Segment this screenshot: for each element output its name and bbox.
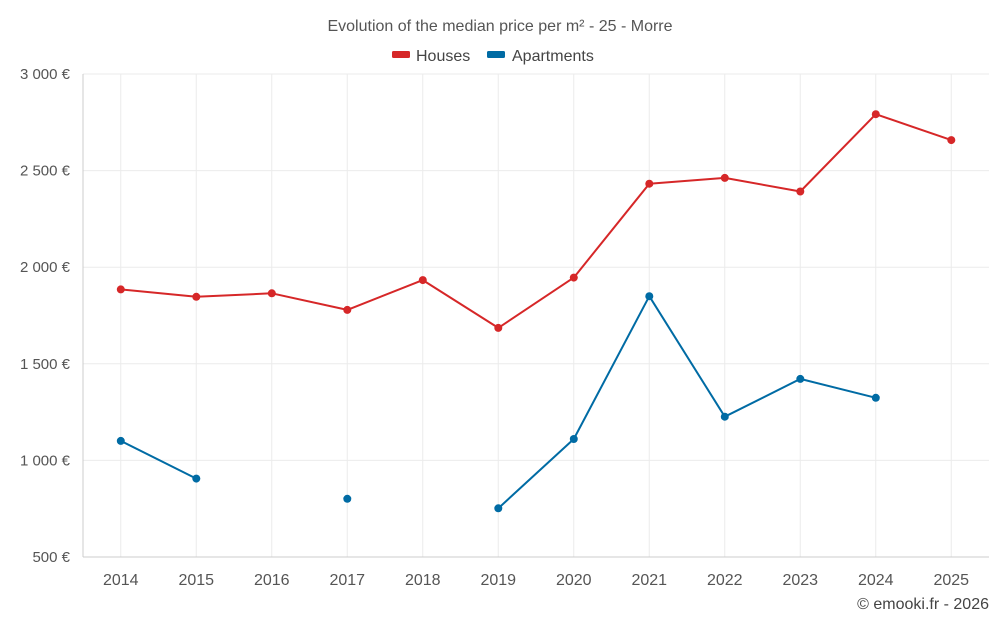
- data-point-apartments[interactable]: [645, 292, 654, 301]
- series-line-apartments: [120, 440, 197, 480]
- data-point-apartments[interactable]: [796, 374, 805, 383]
- series-apartments: [116, 292, 880, 513]
- data-point-houses[interactable]: [343, 305, 352, 314]
- x-tick-label: 2023: [782, 572, 818, 589]
- data-point-apartments[interactable]: [116, 436, 125, 445]
- x-tick-label: 2018: [405, 572, 441, 589]
- x-tick-label: 2020: [556, 572, 592, 589]
- legend-label-houses[interactable]: Houses: [416, 48, 470, 65]
- y-tick-label: 2 000 €: [20, 259, 71, 276]
- data-point-houses[interactable]: [418, 276, 427, 285]
- y-axis: 500 € 1 000 € 1 500 € 2 000 € 2 500 € 3 000 €: [20, 66, 84, 566]
- data-point-houses[interactable]: [947, 136, 956, 145]
- x-tick-label: 2024: [858, 572, 894, 589]
- data-point-apartments[interactable]: [871, 393, 880, 402]
- data-point-houses[interactable]: [796, 187, 805, 196]
- plot-series: [116, 110, 956, 513]
- credit-text: © emooki.fr - 2026: [857, 596, 989, 613]
- x-tick-label: 2022: [707, 572, 743, 589]
- data-point-houses[interactable]: [569, 273, 578, 282]
- chart-title: Evolution of the median price per m² - 2…: [327, 18, 672, 35]
- series-line-houses: [120, 113, 952, 329]
- x-tick-label: 2017: [329, 572, 365, 589]
- x-tick-label: 2025: [933, 572, 969, 589]
- x-tick-label: 2015: [178, 572, 214, 589]
- data-point-apartments[interactable]: [343, 494, 352, 503]
- legend: Houses Apartments: [392, 48, 594, 65]
- data-point-apartments[interactable]: [494, 504, 503, 513]
- x-tick-label: 2014: [103, 572, 139, 589]
- data-point-houses[interactable]: [192, 292, 201, 301]
- data-point-houses[interactable]: [720, 173, 729, 182]
- y-tick-label: 500 €: [32, 549, 70, 566]
- x-tick-label: 2021: [631, 572, 667, 589]
- legend-label-apartments[interactable]: Apartments: [512, 48, 594, 65]
- x-tick-label: 2019: [480, 572, 516, 589]
- data-point-houses[interactable]: [267, 289, 276, 298]
- series-houses: [116, 110, 956, 332]
- series-line-apartments: [497, 295, 877, 510]
- y-tick-label: 3 000 €: [20, 66, 71, 83]
- legend-swatch-apartments: [487, 51, 505, 58]
- data-point-apartments[interactable]: [569, 435, 578, 443]
- data-point-houses[interactable]: [494, 323, 503, 332]
- data-point-apartments[interactable]: [720, 412, 729, 421]
- data-point-houses[interactable]: [645, 179, 654, 188]
- data-point-apartments[interactable]: [192, 474, 201, 483]
- gridlines: [83, 73, 989, 557]
- data-point-houses[interactable]: [871, 110, 880, 119]
- legend-swatch-houses: [392, 51, 410, 58]
- x-tick-label: 2016: [254, 572, 290, 589]
- x-axis: 2014 2015 2016 2017 2018 2019 2020 2021 2022 2023…: [83, 556, 989, 589]
- y-tick-label: 1 500 €: [20, 356, 71, 373]
- data-point-houses[interactable]: [116, 285, 125, 294]
- y-tick-label: 2 500 €: [20, 163, 71, 180]
- y-tick-label: 1 000 €: [20, 452, 71, 469]
